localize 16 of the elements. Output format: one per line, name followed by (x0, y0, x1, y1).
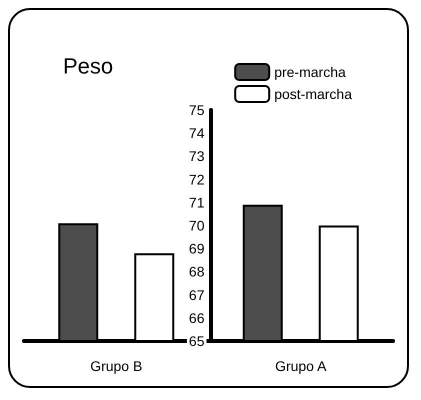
y-tick-label: 70 (188, 218, 205, 234)
chart-title: Peso (63, 54, 114, 78)
y-tick-label: 74 (188, 125, 205, 142)
y-tick-label: 73 (188, 148, 205, 164)
x-tick-label: Grupo B (90, 358, 142, 374)
y-tick-label: 69 (188, 240, 205, 257)
legend-label: post-marcha (274, 86, 352, 102)
y-tick-label: 65 (188, 333, 205, 349)
y-tick-label: 67 (188, 286, 205, 303)
y-tick-label: 75 (188, 102, 205, 118)
legend-label: pre-marcha (274, 64, 346, 80)
y-tick-label: 66 (188, 310, 205, 326)
y-tick-label: 68 (188, 264, 205, 280)
x-tick-label: Grupo A (275, 358, 328, 374)
y-tick-label: 71 (188, 194, 205, 210)
y-tick-label: 72 (188, 171, 205, 188)
